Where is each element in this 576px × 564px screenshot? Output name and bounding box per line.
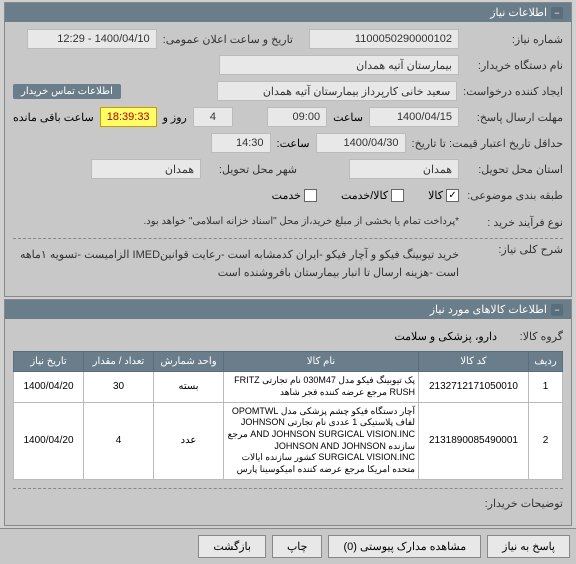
- reply-button[interactable]: پاسخ به نیاز: [487, 535, 570, 558]
- cell-date: 1400/04/20: [14, 372, 84, 402]
- table-row[interactable]: 2 2131890085490001 آچار دستگاه فیکو چشم …: [14, 402, 563, 479]
- table-row[interactable]: 1 2132712171050010 پک تیوبینگ فیکو مدل 0…: [14, 372, 563, 402]
- buyer-contact-button[interactable]: اطلاعات تماس خریدار: [13, 84, 121, 99]
- budget-service-label: کالا/خدمت: [341, 189, 388, 202]
- col-row: ردیف: [529, 352, 563, 372]
- budget-goods-label: کالا: [428, 189, 443, 202]
- group-label: گروه کالا:: [503, 330, 563, 343]
- buyer-org-label: نام دستگاه خریدار:: [465, 59, 563, 72]
- col-qty: تعداد / مقدار: [84, 352, 154, 372]
- items-title: اطلاعات کالاهای مورد نیاز: [430, 303, 547, 316]
- collapse-icon[interactable]: −: [551, 304, 563, 316]
- unchecked-icon: [304, 189, 317, 202]
- need-number-value: 1100050290000102: [309, 29, 459, 49]
- price-valid-time-label: ساعت:: [277, 137, 310, 150]
- cell-qty: 4: [84, 402, 154, 479]
- cell-code: 2132712171050010: [419, 372, 529, 402]
- public-date-value: 1400/04/10 - 12:29: [27, 29, 157, 49]
- desc-label: شرح کلی نیاز:: [465, 243, 563, 256]
- cell-idx: 1: [529, 372, 563, 402]
- cell-unit: بسته: [154, 372, 224, 402]
- collapse-icon[interactable]: −: [551, 7, 563, 19]
- items-header[interactable]: − اطلاعات کالاهای مورد نیاز: [5, 300, 571, 319]
- attachments-button[interactable]: مشاهده مدارک پیوستی (0): [328, 535, 481, 558]
- remain-suffix: ساعت باقی مانده: [13, 111, 94, 124]
- countdown-timer: 18:39:33: [100, 107, 157, 127]
- need-number-label: شماره نیاز:: [465, 33, 563, 46]
- process-label: نوع فرآیند خرید :: [465, 216, 563, 229]
- group-value: دارو، پزشکی و سلامت: [394, 330, 497, 343]
- cell-name: پک تیوبینگ فیکو مدل 030M47 نام تجارتی FR…: [224, 372, 419, 402]
- need-info-title: اطلاعات نیاز: [490, 6, 547, 19]
- col-code: کد کالا: [419, 352, 529, 372]
- budget-service-checkbox[interactable]: کالا/خدمت: [341, 189, 404, 202]
- desc-text: خرید تیوبینگ فیکو و آچار فیکو -ایران کدم…: [13, 243, 459, 286]
- creator-label: ایجاد کننده درخواست:: [463, 85, 563, 98]
- price-valid-label: حداقل تاریخ اعتبار قیمت: تا تاریخ:: [412, 137, 563, 150]
- col-date: تاریخ نیاز: [14, 352, 84, 372]
- need-info-header[interactable]: − اطلاعات نیاز: [5, 3, 571, 22]
- budget-serviceonly-label: خدمت: [272, 189, 301, 202]
- process-note: *پرداخت تمام یا بخشی از مبلغ خرید،از محل…: [144, 210, 460, 234]
- reply-date: 1400/04/15: [369, 107, 459, 127]
- reply-time: 09:00: [267, 107, 327, 127]
- buyer-desc-label: توضیحات خریدار:: [465, 497, 563, 510]
- check-icon: ✓: [446, 189, 459, 202]
- buyer-org-value: بیمارستان آتیه همدان: [219, 55, 459, 75]
- reply-time-label: ساعت: [333, 111, 363, 124]
- budget-serviceonly-checkbox[interactable]: خدمت: [272, 189, 317, 202]
- items-table: ردیف کد کالا نام کالا واحد شمارش تعداد /…: [13, 351, 563, 480]
- need-info-panel: − اطلاعات نیاز شماره نیاز: 1100050290000…: [4, 2, 572, 297]
- delivery-province: همدان: [349, 159, 459, 179]
- budget-class-label: طبقه بندی موضوعی:: [465, 189, 563, 202]
- delivery-city-label: شهر محل تحویل:: [207, 163, 297, 176]
- creator-value: سعید خانی کارپرداز بیمارستان آتیه همدان: [217, 81, 457, 101]
- col-unit: واحد شمارش: [154, 352, 224, 372]
- cell-name: آچار دستگاه فیکو چشم پزشکی مدل OPOMTWL ل…: [224, 402, 419, 479]
- cell-idx: 2: [529, 402, 563, 479]
- delivery-province-label: استان محل تحویل:: [465, 163, 563, 176]
- unchecked-icon: [391, 189, 404, 202]
- remain-days: 4: [193, 107, 233, 127]
- cell-qty: 30: [84, 372, 154, 402]
- print-button[interactable]: چاپ: [272, 535, 323, 558]
- col-name: نام کالا: [224, 352, 419, 372]
- budget-goods-checkbox[interactable]: ✓ کالا: [428, 189, 459, 202]
- footer-bar: پاسخ به نیاز مشاهده مدارک پیوستی (0) چاپ…: [0, 528, 576, 564]
- items-body: گروه کالا: دارو، پزشکی و سلامت ردیف کد ک…: [5, 319, 571, 525]
- items-panel: − اطلاعات کالاهای مورد نیاز گروه کالا: د…: [4, 299, 572, 526]
- cell-unit: عدد: [154, 402, 224, 479]
- reply-deadline-label: مهلت ارسال پاسخ:: [465, 111, 563, 124]
- need-info-body: شماره نیاز: 1100050290000102 تاریخ و ساع…: [5, 22, 571, 296]
- cell-code: 2131890085490001: [419, 402, 529, 479]
- back-button[interactable]: بازگشت: [198, 535, 266, 558]
- public-date-label: تاریخ و ساعت اعلان عمومی:: [163, 33, 293, 46]
- delivery-city: همدان: [91, 159, 201, 179]
- remain-days-label: روز و: [163, 111, 187, 124]
- cell-date: 1400/04/20: [14, 402, 84, 479]
- price-valid-date: 1400/04/30: [316, 133, 406, 153]
- price-valid-time: 14:30: [211, 133, 271, 153]
